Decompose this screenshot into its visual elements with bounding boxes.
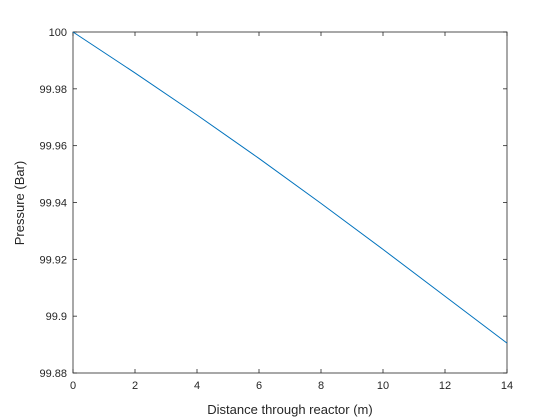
pressure-series-line — [72, 31, 508, 344]
y-tick-label: 99.94 — [39, 198, 67, 210]
y-tick-label: 99.98 — [39, 84, 67, 96]
x-tick-label: 10 — [377, 380, 389, 392]
y-tick-label: 99.88 — [39, 368, 67, 380]
x-tick-label: 12 — [439, 380, 451, 392]
x-axis-label: Distance through reactor (m) — [207, 402, 372, 417]
x-tick-label: 14 — [501, 380, 513, 392]
y-tick-label: 99.92 — [39, 254, 67, 266]
plot-area — [72, 31, 508, 374]
y-axis-label: Pressure (Bar) — [12, 161, 27, 246]
y-tick-label: 100 — [49, 27, 67, 39]
x-tick-label: 6 — [256, 380, 262, 392]
x-tick-label: 4 — [194, 380, 200, 392]
y-tick-label: 99.9 — [46, 311, 67, 323]
x-tick-label: 0 — [70, 380, 76, 392]
x-tick-label: 2 — [132, 380, 138, 392]
y-tick-label: 99.96 — [39, 141, 67, 153]
x-tick-label: 8 — [318, 380, 324, 392]
